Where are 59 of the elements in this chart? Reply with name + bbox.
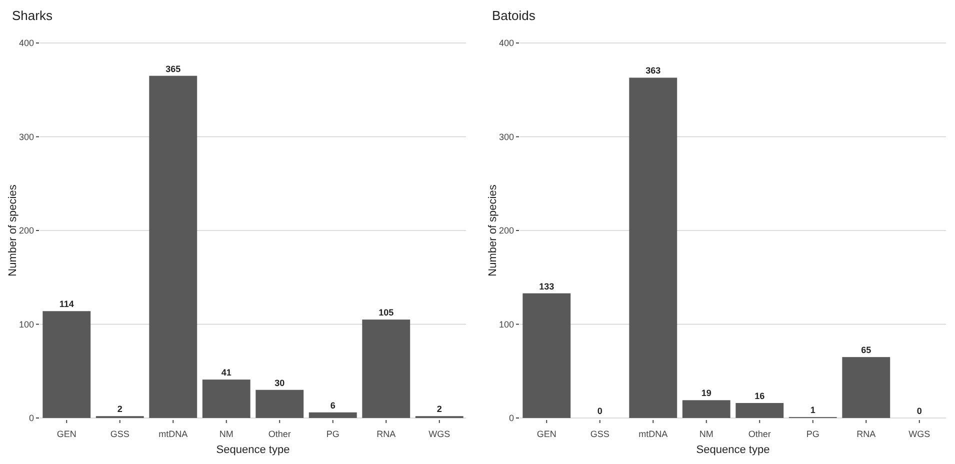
data-label: 65	[861, 345, 872, 356]
x-axis-title: Sequence type	[696, 444, 770, 456]
bar	[629, 78, 678, 418]
data-label: 19	[701, 388, 712, 398]
x-tick-label: GEN	[536, 429, 556, 439]
y-tick-label: 300	[18, 132, 34, 142]
data-label: 16	[754, 391, 765, 401]
bar	[42, 311, 91, 418]
x-tick-label: GEN	[56, 429, 76, 439]
x-tick-label: PG	[806, 429, 820, 439]
data-label: 105	[378, 308, 394, 318]
y-tick-label: 100	[498, 319, 514, 330]
y-tick-label: 200	[498, 226, 514, 236]
y-tick-label: 200	[18, 226, 34, 236]
bar	[202, 380, 250, 418]
data-label: 1	[810, 405, 816, 416]
y-tick-label: 0	[28, 413, 34, 424]
data-label: 0	[916, 406, 922, 416]
data-label: 6	[330, 400, 336, 410]
bar	[256, 390, 304, 418]
data-label: 133	[539, 281, 554, 292]
x-tick-label: RNA	[856, 429, 876, 439]
bar	[522, 293, 571, 418]
data-label: 0	[597, 406, 602, 416]
bar	[736, 403, 784, 418]
x-tick-label: Other	[268, 429, 291, 439]
x-tick-label: WGS	[428, 429, 450, 439]
y-tick-label: 100	[18, 319, 34, 330]
data-label: 30	[274, 378, 285, 388]
bar	[308, 412, 357, 418]
data-label: 114	[59, 299, 74, 310]
bar	[149, 76, 198, 418]
x-tick-label: RNA	[376, 429, 396, 439]
x-tick-label: mtDNA	[158, 429, 188, 439]
data-label: 2	[436, 404, 442, 414]
y-tick-label: 400	[18, 38, 34, 48]
y-tick-label: 0	[508, 413, 514, 424]
x-tick-label: WGS	[908, 429, 930, 439]
x-tick-label: PG	[326, 429, 340, 439]
x-tick-label: NM	[219, 429, 234, 439]
y-axis-title: Number of species	[7, 184, 19, 276]
x-tick-label: Other	[748, 429, 771, 439]
x-tick-label: GSS	[110, 429, 130, 439]
x-tick-label: GSS	[590, 429, 610, 439]
bar	[362, 320, 410, 418]
bar	[682, 400, 730, 418]
data-label: 365	[166, 64, 181, 74]
y-tick-label: 300	[498, 132, 514, 142]
y-tick-label: 400	[498, 38, 514, 48]
data-label: 2	[117, 404, 122, 414]
chart-title: Sharks	[12, 8, 53, 23]
bar	[842, 357, 890, 418]
x-tick-label: mtDNA	[638, 429, 668, 439]
chart-title: Batoids	[492, 8, 536, 23]
x-tick-label: NM	[699, 429, 714, 439]
x-axis-title: Sequence type	[216, 444, 290, 456]
data-label: 41	[221, 368, 232, 378]
y-axis-title: Number of species	[487, 184, 499, 276]
data-label: 363	[646, 66, 661, 76]
